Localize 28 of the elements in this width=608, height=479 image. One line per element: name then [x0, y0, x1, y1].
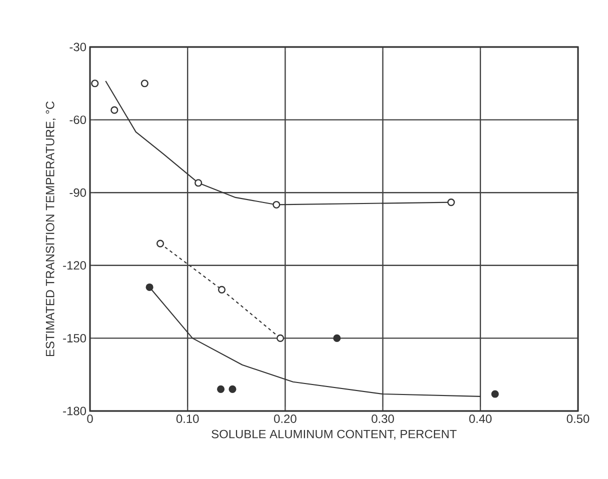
x-axis-title: SOLUBLE ALUMINUM CONTENT, PERCENT	[212, 430, 457, 440]
point	[272, 200, 280, 209]
y-axis-title: ESTIMATED TRANSITION TEMPERATURE, °C	[46, 101, 56, 356]
point	[217, 385, 225, 393]
point	[333, 334, 341, 342]
y-tick-label: -150	[63, 334, 86, 342]
point	[146, 283, 154, 292]
point	[218, 286, 226, 294]
point	[91, 80, 99, 88]
x-tick-label: 0.20	[274, 414, 296, 423]
x-tick-label: 0.10	[176, 414, 199, 423]
y-tick-label: -180	[63, 406, 86, 416]
y-tick-label: -60	[70, 116, 86, 124]
x-tick-label: 0.50	[566, 414, 590, 423]
y-tick-label: -90	[70, 188, 86, 197]
point	[491, 390, 499, 398]
x-tick-label: 0	[87, 414, 93, 423]
x-tick-label: 0.30	[372, 414, 394, 423]
y-tick-label: -120	[63, 261, 86, 270]
point	[228, 385, 236, 393]
x-tick-label: 0.40	[469, 414, 492, 423]
point	[276, 334, 284, 342]
y-tick-label: -30	[70, 42, 86, 52]
point	[110, 106, 118, 114]
point	[194, 179, 202, 187]
point	[156, 240, 164, 248]
point	[140, 80, 148, 88]
point	[447, 198, 455, 206]
